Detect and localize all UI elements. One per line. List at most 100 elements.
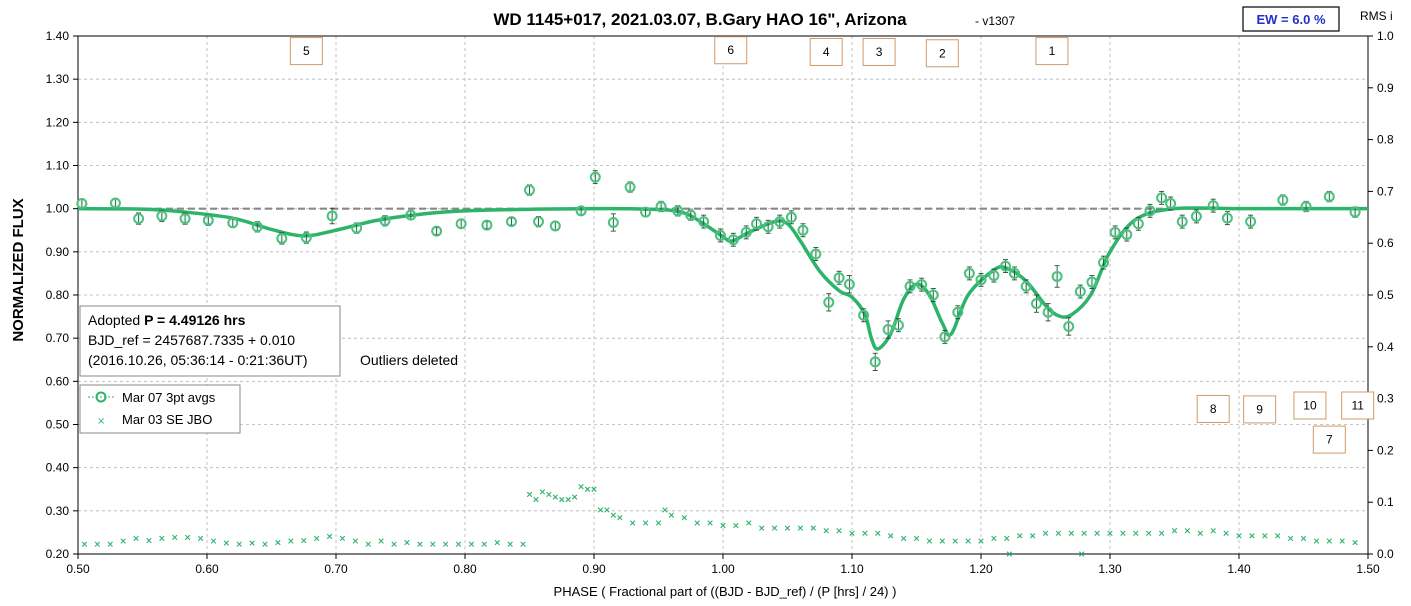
right-tick-label: 0.7 (1377, 184, 1394, 198)
event-box-label: 1 (1049, 44, 1056, 58)
data-point (575, 205, 587, 217)
legend-label-mar07: Mar 07 3pt avgs (122, 390, 216, 405)
data-point (963, 266, 975, 281)
x-tick-label: 0.70 (324, 562, 348, 576)
event-box-label: 5 (303, 44, 310, 58)
event-box-11: 11 (1341, 391, 1375, 420)
y-tick-label: 0.50 (46, 418, 70, 432)
event-box-frame (809, 37, 843, 66)
x-marker (352, 538, 359, 544)
y-tick-label: 1.30 (46, 72, 70, 86)
x-marker (746, 520, 752, 526)
data-point (1165, 196, 1177, 211)
x-marker (978, 538, 984, 544)
x-tick-label: 1.30 (1098, 562, 1122, 576)
data-point (774, 214, 786, 229)
event-box-frame (925, 39, 959, 68)
x-marker (1120, 530, 1126, 536)
y-tick-label: 1.00 (46, 202, 70, 216)
circle-marker (1349, 206, 1361, 218)
data-point (927, 288, 939, 302)
event-box-frame (1341, 391, 1375, 420)
circle-marker (202, 214, 214, 226)
x-marker (1184, 528, 1191, 534)
circle-marker (727, 234, 739, 246)
data-point (1221, 211, 1233, 226)
circle-marker (351, 222, 363, 234)
x-marker (662, 507, 668, 513)
data-point (431, 225, 443, 237)
data-point (549, 220, 561, 232)
x-marker (1197, 530, 1203, 536)
x-marker (1287, 535, 1294, 542)
circle-marker (1207, 200, 1219, 212)
right-tick-label: 0.3 (1377, 392, 1394, 406)
x-marker (1042, 530, 1049, 536)
event-box-4: 4 (809, 37, 843, 66)
circle-marker (379, 215, 391, 227)
x-marker (481, 541, 488, 547)
circle-marker (1063, 321, 1075, 333)
data-point (533, 215, 545, 228)
circle-marker (524, 184, 535, 196)
period-value: P = 4.49126 hrs (144, 312, 246, 328)
circle-marker (1165, 197, 1177, 209)
x-marker (288, 538, 294, 544)
data-point (300, 231, 312, 244)
x-marker (655, 520, 662, 526)
y-axis-ticks: 0.20 0.30 0.40 0.50 0.60 0.70 0.80 0.90 1.00 1.10… (46, 29, 78, 561)
x-marker (630, 520, 636, 526)
x-marker (849, 530, 855, 536)
x-marker (210, 538, 217, 544)
x-marker (1055, 530, 1062, 536)
data-point (843, 275, 855, 294)
x-tick-label: 0.60 (195, 562, 219, 576)
event-box-3: 3 (862, 37, 896, 66)
x-axis-label: PHASE ( Fractional part of ((BJD - BJD_r… (554, 584, 897, 599)
x-marker (888, 533, 894, 539)
x-marker (1262, 533, 1268, 539)
x-marker (391, 541, 397, 547)
x-marker (604, 507, 610, 513)
data-point (624, 181, 636, 193)
x-marker (442, 541, 449, 547)
event-labels: 1 2 3 4 5 6 7 8 9 10 11 (289, 36, 1375, 454)
event-box-8: 8 (1196, 394, 1230, 423)
circle-marker (785, 211, 797, 223)
x-tick-label: 1.20 (969, 562, 993, 576)
data-point (505, 216, 517, 228)
circle-marker (882, 324, 894, 336)
grid-lines (77, 35, 1369, 555)
x-marker (939, 538, 945, 544)
circle-marker (843, 278, 855, 290)
info-box (79, 305, 341, 377)
circle-marker (1098, 257, 1110, 269)
data-point (276, 232, 288, 245)
y-tick-label: 1.20 (46, 115, 70, 129)
y-tick-label: 1.10 (46, 159, 70, 173)
x-marker (565, 496, 571, 503)
circle-marker (1074, 286, 1086, 298)
circle-marker (431, 225, 443, 237)
x-marker (597, 507, 604, 513)
x-tick-label: 1.00 (711, 562, 735, 576)
data-point (1109, 225, 1121, 240)
event-box-frame (1035, 37, 1069, 66)
x-marker (81, 541, 88, 547)
x-marker (262, 541, 268, 547)
data-point (326, 207, 338, 225)
data-point (904, 279, 916, 294)
x-marker (784, 525, 791, 531)
data-point (1300, 200, 1312, 213)
circle-marker (640, 206, 652, 218)
data-point (1176, 214, 1188, 229)
data-point (405, 209, 417, 221)
x-marker (771, 525, 778, 531)
event-box-frame (1196, 394, 1230, 423)
event-box-10: 10 (1293, 391, 1327, 420)
x-marker (468, 541, 475, 547)
right-tick-label: 0.0 (1377, 547, 1394, 561)
circle-marker (672, 205, 684, 217)
data-point (1190, 209, 1202, 224)
y-tick-label: 0.80 (46, 288, 70, 302)
